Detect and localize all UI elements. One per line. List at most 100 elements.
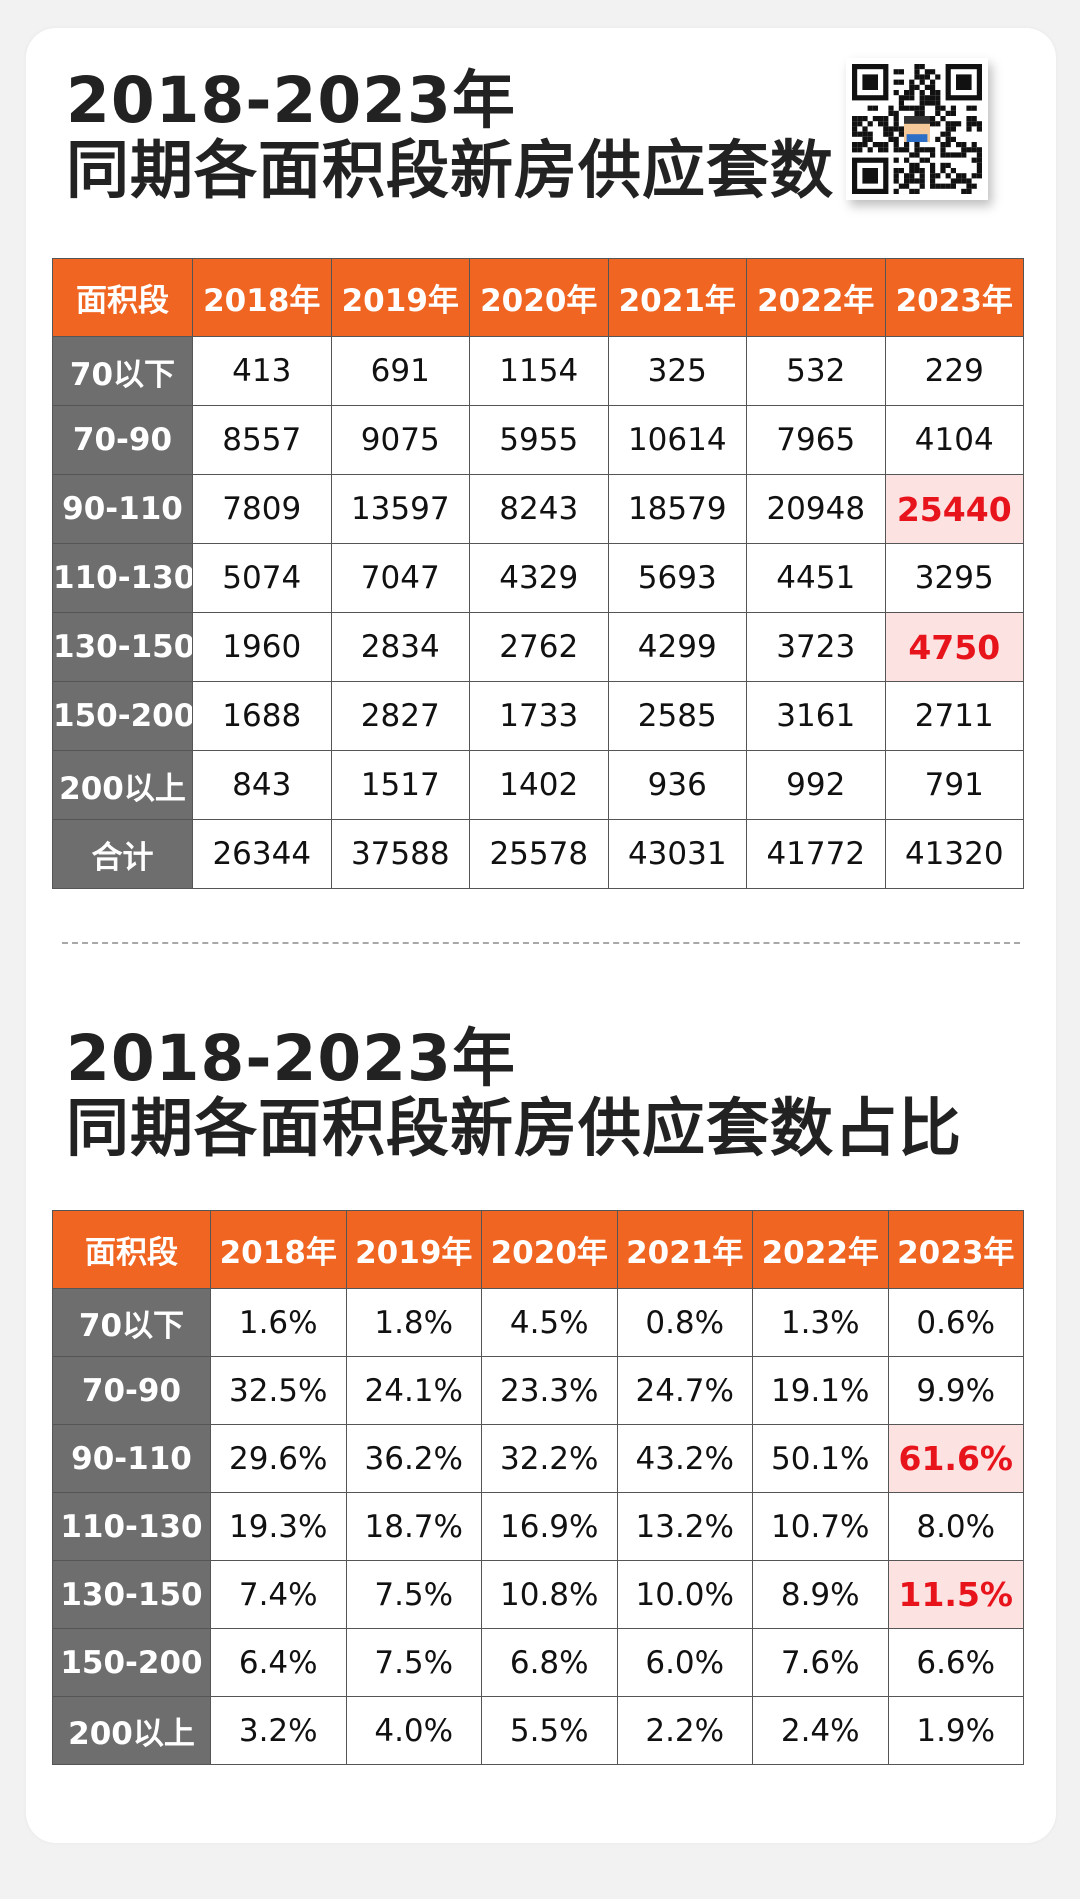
table-cell: 1688 [192, 681, 332, 751]
column-header-year: 2021年 [607, 258, 747, 337]
table-cell: 5.5% [481, 1696, 618, 1765]
table-cell: 29.6% [210, 1424, 347, 1493]
table-cell: 19.3% [210, 1492, 347, 1561]
section-divider [62, 942, 1020, 944]
table-cell: 10.8% [481, 1560, 618, 1629]
row-label: 130-150 [52, 1560, 211, 1629]
table-row: 90-110 29.6% 36.2% 32.2% 43.2% 50.1% 61.6% [52, 1424, 1024, 1493]
table-cell: 25578 [469, 819, 609, 889]
column-header-year: 2020年 [469, 258, 609, 337]
table-cell: 4.5% [481, 1288, 618, 1357]
row-label: 70-90 [52, 405, 193, 475]
table-cell: 8.9% [752, 1560, 889, 1629]
table-cell: 41772 [746, 819, 886, 889]
highlighted-cell: 25440 [884, 474, 1024, 544]
table-cell: 229 [884, 336, 1024, 406]
table-cell: 2711 [884, 681, 1024, 751]
table-cell: 4104 [884, 405, 1024, 475]
row-label: 110-130 [52, 1492, 211, 1561]
table-cell: 36.2% [345, 1424, 482, 1493]
table-row: 70以下 413 691 1154 325 532 229 [52, 336, 1024, 406]
table-cell: 1733 [469, 681, 609, 751]
table-cell: 791 [884, 750, 1024, 820]
table-cell: 13.2% [616, 1492, 753, 1561]
table-cell: 32.2% [481, 1424, 618, 1493]
table-cell: 43031 [607, 819, 747, 889]
table-cell: 1.9% [887, 1696, 1024, 1765]
highlighted-cell: 4750 [884, 612, 1024, 682]
section1-title: 2018-2023年 同期各面积段新房供应套数 [66, 66, 834, 206]
table-cell: 18579 [607, 474, 747, 544]
column-header-year: 2021年 [616, 1210, 753, 1289]
table-cell: 843 [192, 750, 332, 820]
section2-title-line1: 2018-2023年 [66, 1022, 516, 1095]
table-cell: 4451 [746, 543, 886, 613]
table-cell: 1.6% [210, 1288, 347, 1357]
table-cell: 2.2% [616, 1696, 753, 1765]
table-cell: 7.5% [345, 1560, 482, 1629]
table-cell: 8557 [192, 405, 332, 475]
table-cell: 5693 [607, 543, 747, 613]
table-row: 70-90 32.5% 24.1% 23.3% 24.7% 19.1% 9.9% [52, 1356, 1024, 1425]
table-cell: 7965 [746, 405, 886, 475]
column-header-area: 面积段 [52, 258, 193, 337]
table-cell: 5074 [192, 543, 332, 613]
table-cell: 7809 [192, 474, 332, 544]
supply-share-table: 面积段 2018年 2019年 2020年 2021年 2022年 2023年 70以下 1.… [52, 1210, 1024, 1765]
table-row: 70以下 1.6% 1.8% 4.5% 0.8% 1.3% 0.6% [52, 1288, 1024, 1357]
table-row: 130-150 1960 2834 2762 4299 3723 4750 [52, 612, 1024, 682]
table-cell: 4329 [469, 543, 609, 613]
table-cell: 8.0% [887, 1492, 1024, 1561]
table-cell: 23.3% [481, 1356, 618, 1425]
table-cell: 7.6% [752, 1628, 889, 1697]
table-cell: 13597 [330, 474, 470, 544]
column-header-year: 2018年 [210, 1210, 347, 1289]
table-cell: 41320 [884, 819, 1024, 889]
row-label: 200以上 [52, 1696, 211, 1765]
table-cell: 9.9% [887, 1356, 1024, 1425]
table-cell: 1517 [330, 750, 470, 820]
table-row: 70-90 8557 9075 5955 10614 7965 4104 [52, 405, 1024, 475]
row-label: 200以上 [52, 750, 193, 820]
column-header-year: 2019年 [330, 258, 470, 337]
table-cell: 6.8% [481, 1628, 618, 1697]
column-header-year: 2023年 [884, 258, 1024, 337]
table-row: 90-110 7809 13597 8243 18579 20948 25440 [52, 474, 1024, 544]
table-cell: 19.1% [752, 1356, 889, 1425]
table-cell: 7.4% [210, 1560, 347, 1629]
table-cell: 16.9% [481, 1492, 618, 1561]
row-label: 90-110 [52, 474, 193, 544]
table-cell: 0.8% [616, 1288, 753, 1357]
table-cell: 3161 [746, 681, 886, 751]
section1-title-line2: 同期各面积段新房供应套数 [66, 134, 834, 207]
row-label: 70以下 [52, 336, 193, 406]
qr-code-icon[interactable] [846, 58, 988, 200]
table-cell: 1.3% [752, 1288, 889, 1357]
column-header-year: 2022年 [752, 1210, 889, 1289]
table-cell: 5955 [469, 405, 609, 475]
table-cell: 2762 [469, 612, 609, 682]
row-label: 70以下 [52, 1288, 211, 1357]
column-header-year: 2022年 [746, 258, 886, 337]
table-row: 合计 26344 37588 25578 43031 41772 41320 [52, 819, 1024, 889]
table-header-row: 面积段 2018年 2019年 2020年 2021年 2022年 2023年 [52, 258, 1024, 337]
table-cell: 325 [607, 336, 747, 406]
row-label: 150-200 [52, 681, 193, 751]
table-cell: 3.2% [210, 1696, 347, 1765]
table-row: 110-130 19.3% 18.7% 16.9% 13.2% 10.7% 8.0% [52, 1492, 1024, 1561]
column-header-year: 2023年 [887, 1210, 1024, 1289]
table-cell: 32.5% [210, 1356, 347, 1425]
table-cell: 532 [746, 336, 886, 406]
table-row: 150-200 6.4% 7.5% 6.8% 6.0% 7.6% 6.6% [52, 1628, 1024, 1697]
table-cell: 1402 [469, 750, 609, 820]
table-cell: 992 [746, 750, 886, 820]
supply-count-table: 面积段 2018年 2019年 2020年 2021年 2022年 2023年 70以下 41… [52, 258, 1024, 889]
table-row: 110-130 5074 7047 4329 5693 4451 3295 [52, 543, 1024, 613]
table-cell: 6.6% [887, 1628, 1024, 1697]
table-cell: 4299 [607, 612, 747, 682]
table-cell: 20948 [746, 474, 886, 544]
table-cell: 10.7% [752, 1492, 889, 1561]
qr-code-graphic [852, 64, 982, 194]
table-cell: 1.8% [345, 1288, 482, 1357]
table-header-row: 面积段 2018年 2019年 2020年 2021年 2022年 2023年 [52, 1210, 1024, 1289]
